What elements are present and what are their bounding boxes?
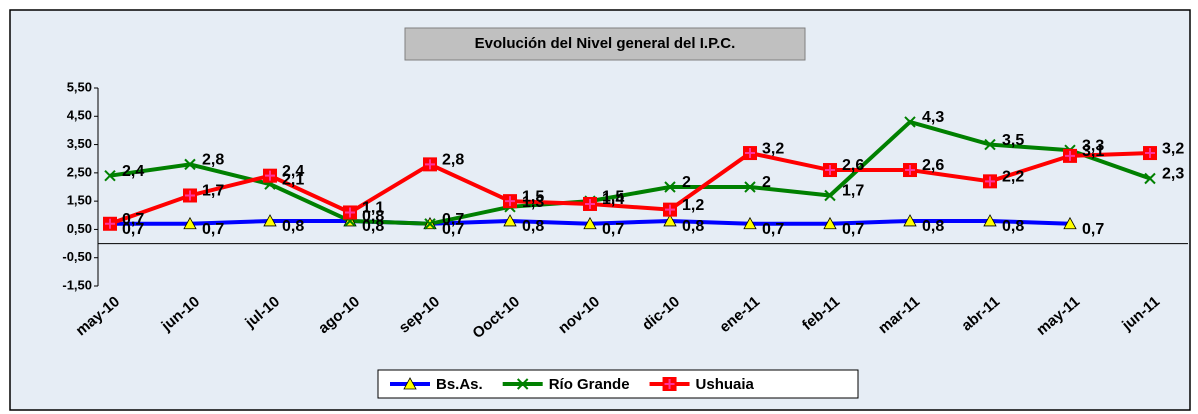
marker	[664, 181, 676, 193]
legend-label: Bs.As.	[436, 376, 483, 393]
data-label: 0,8	[362, 218, 384, 235]
marker-cross	[825, 165, 835, 176]
marker-cross	[585, 198, 595, 209]
data-label: 1,2	[682, 197, 704, 214]
marker	[743, 216, 757, 230]
y-tick-label: 0,50	[67, 221, 92, 236]
data-label: 0,7	[762, 221, 784, 238]
data-label: 2,8	[202, 152, 224, 169]
marker	[184, 158, 196, 171]
data-label: 3,5	[1002, 132, 1024, 149]
marker-cross	[505, 196, 515, 207]
data-label: 0,7	[122, 221, 144, 238]
data-label: 0,7	[1082, 221, 1104, 238]
marker	[1063, 216, 1077, 230]
marker-cross	[265, 170, 275, 181]
data-label: 2,6	[842, 157, 864, 174]
marker-cross	[905, 165, 915, 176]
data-label: 2,1	[282, 171, 304, 188]
data-label: 3,3	[1082, 137, 1104, 154]
chart-frame	[9, 9, 1191, 411]
marker-cross	[105, 218, 115, 229]
data-label: 3,2	[762, 140, 784, 157]
data-label: 3,2	[1162, 140, 1184, 157]
marker	[1144, 172, 1156, 185]
series-line	[109, 119, 1151, 226]
y-tick-label: 3,50	[67, 136, 92, 151]
marker	[663, 214, 677, 227]
y-tick-label: 2,50	[67, 164, 92, 179]
legend-box	[377, 369, 859, 399]
data-label: 0,7	[442, 211, 464, 228]
marker	[744, 181, 756, 193]
legend-label: Ushuaia	[696, 376, 755, 393]
data-label: 1,1	[362, 200, 384, 217]
series-line	[109, 150, 1151, 226]
marker	[183, 216, 197, 230]
marker-cross	[425, 159, 435, 170]
legend-marker-cross	[664, 379, 675, 389]
data-label: 2,3	[1162, 166, 1184, 183]
data-label: 2	[762, 174, 771, 191]
data-label: 0,8	[522, 218, 544, 235]
y-tick-label: -1,50	[62, 277, 92, 292]
data-label: 0,7	[442, 221, 464, 238]
data-label: 0,8	[1002, 218, 1024, 235]
data-label: 4,3	[922, 109, 944, 126]
data-label: 1,3	[522, 194, 544, 211]
data-label: 0,8	[282, 218, 304, 235]
marker	[104, 169, 116, 182]
data-label: 1,7	[202, 183, 224, 200]
data-label: 2,4	[122, 163, 144, 180]
chart-title: Evolución del Nivel general del I.P.C.	[475, 35, 736, 52]
marker-cross	[665, 204, 675, 215]
marker-cross	[985, 176, 995, 187]
data-label: 1,5	[522, 188, 544, 205]
data-label: 0,7	[602, 221, 624, 238]
data-label: 0,8	[922, 218, 944, 235]
legend-label: Río Grande	[549, 376, 630, 393]
y-tick-label: 4,50	[67, 108, 92, 123]
title-box	[404, 27, 806, 61]
data-label: 1,4	[602, 191, 624, 208]
marker	[824, 189, 836, 202]
marker	[424, 218, 436, 230]
data-label: 0,8	[682, 218, 704, 235]
marker-cross	[345, 207, 355, 218]
data-label: 0,7	[202, 221, 224, 238]
y-tick-label: -0,50	[62, 249, 92, 264]
y-tick-label: 1,50	[67, 193, 92, 208]
marker-cross	[1065, 150, 1075, 161]
data-label: 0,8	[362, 208, 384, 225]
data-label: 1,7	[842, 183, 864, 200]
marker	[903, 214, 917, 227]
data-label: 2,6	[922, 157, 944, 174]
data-label: 2,8	[442, 152, 464, 169]
data-label: 2,2	[1002, 169, 1024, 186]
data-label: 1,5	[602, 188, 624, 205]
marker	[503, 214, 517, 227]
marker-cross	[185, 190, 195, 201]
marker	[823, 216, 837, 230]
marker-cross	[745, 148, 755, 159]
marker	[904, 116, 916, 128]
data-label: 3,1	[1082, 143, 1104, 160]
marker	[983, 214, 997, 227]
data-label: 2	[682, 174, 691, 191]
legend-marker	[516, 378, 529, 390]
data-label: 2,4	[282, 163, 304, 180]
marker	[583, 216, 597, 230]
data-label: 0,7	[122, 211, 144, 228]
data-label: 0,7	[842, 221, 864, 238]
marker-cross	[1145, 148, 1155, 159]
marker	[263, 214, 277, 227]
legend-marker	[403, 377, 417, 390]
marker	[984, 138, 996, 151]
y-tick-label: 5,50	[67, 79, 92, 94]
